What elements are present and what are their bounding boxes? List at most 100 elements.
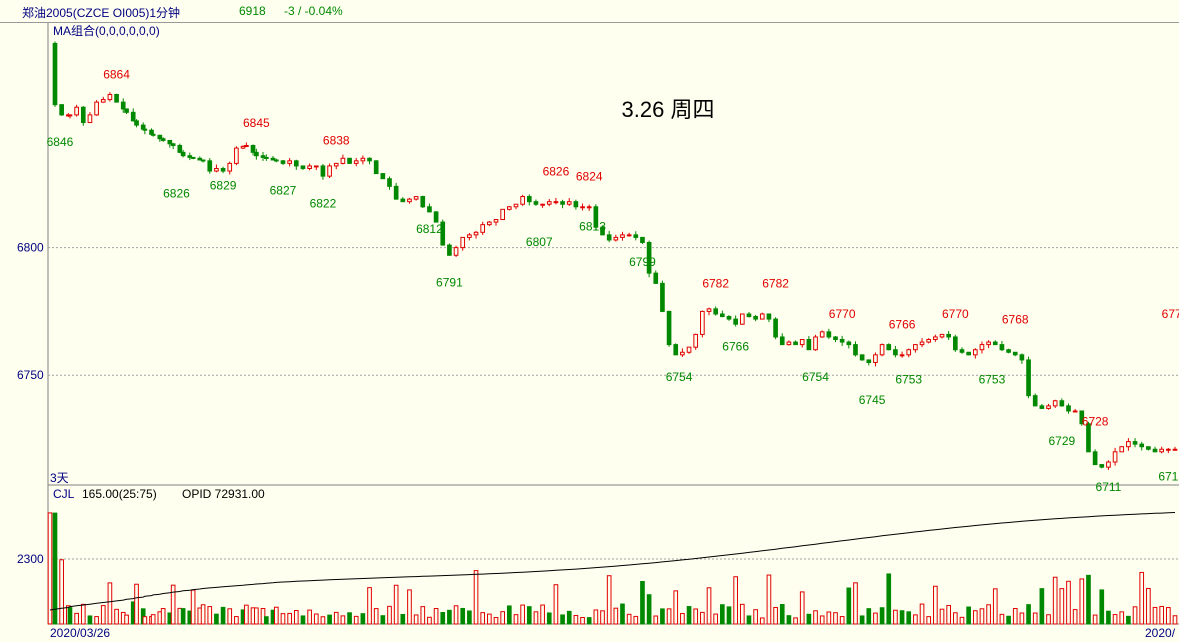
volume-bar [693, 608, 699, 625]
candle-body [87, 114, 93, 124]
candle-body [313, 165, 319, 168]
volume-bar [234, 616, 239, 625]
candle-body [520, 196, 525, 205]
low-label: 6813 [579, 219, 606, 233]
candle-body [130, 111, 136, 122]
volume-bar [786, 615, 792, 625]
candle-body [606, 234, 612, 241]
volume-bar [1166, 607, 1171, 625]
volume-bar [560, 614, 565, 625]
period-label: 3天 [50, 471, 69, 485]
candle-body [500, 208, 505, 221]
price-ytick: 6800 [17, 241, 44, 255]
volume-bar [759, 617, 765, 625]
candle-body [833, 336, 838, 341]
candle-body [1046, 405, 1051, 409]
volume-bar [839, 616, 845, 625]
volume-bar [833, 612, 838, 625]
candle-body [214, 167, 219, 172]
volume-bar [380, 615, 386, 625]
candle-body [933, 336, 938, 341]
candle-body [274, 159, 279, 162]
candle-body [1159, 448, 1165, 453]
candle-body [873, 354, 878, 363]
candle-body [926, 339, 932, 343]
candle-body [666, 310, 672, 346]
volume-bar [666, 608, 672, 625]
volume-bar [1032, 612, 1038, 625]
volume-bar [487, 613, 492, 625]
candle-body [244, 145, 249, 148]
candle-body [893, 349, 898, 356]
candle-body [972, 349, 978, 356]
candle-body [413, 196, 419, 200]
volume-bar [493, 617, 499, 625]
volume-bar [593, 609, 599, 625]
low-label: 6799 [629, 255, 656, 269]
volume-bar [919, 603, 925, 625]
volume-bar [813, 610, 818, 625]
low-label: 6754 [802, 370, 829, 384]
low-label: 6729 [1048, 434, 1075, 448]
low-label: 6812 [416, 222, 443, 236]
volume-bar [453, 605, 459, 625]
volume-bar [899, 610, 905, 625]
candle-body [347, 157, 352, 164]
candle-body [533, 201, 539, 205]
volume-bar [313, 613, 319, 625]
high-label: 6824 [576, 169, 603, 183]
candle-body [360, 157, 366, 162]
candle-body [566, 201, 572, 205]
candle-body [640, 236, 645, 244]
volume-bar [673, 590, 679, 625]
candle-body [120, 101, 126, 110]
candle-body [952, 336, 958, 351]
volume-bar [307, 609, 312, 625]
candle-body [899, 354, 905, 357]
volume-bar [274, 606, 279, 625]
candle-body [1099, 464, 1105, 468]
volume-bar [393, 584, 399, 625]
volume-bar [600, 610, 605, 625]
candle-body [726, 316, 732, 320]
candle-body [586, 206, 592, 209]
candle-body [513, 203, 519, 208]
candle-body [440, 221, 446, 246]
volume-bar [1052, 576, 1058, 625]
volume-bar [190, 589, 196, 625]
candle-body [553, 201, 559, 204]
candle-body [1119, 446, 1125, 453]
volume-bar [706, 587, 712, 625]
low-label: 6822 [310, 196, 337, 210]
candle-body [307, 165, 312, 169]
volume-bar [680, 613, 685, 625]
volume-bar [480, 612, 486, 625]
volume-bar [520, 604, 525, 625]
volume-bar [134, 583, 139, 625]
candle-body [207, 160, 213, 172]
volume-bar [859, 615, 865, 625]
volume-bar [566, 610, 572, 625]
volume-bar [1066, 580, 1071, 625]
volume-bar [244, 604, 249, 625]
candle-body [713, 308, 719, 315]
volume-bar [327, 614, 332, 625]
volume-bar [280, 613, 286, 625]
volume-bar [1019, 612, 1025, 625]
candle-body [427, 206, 432, 213]
candle-body [1126, 441, 1131, 448]
volume-bar [300, 615, 306, 625]
volume-bar [114, 608, 119, 625]
candle-body [100, 99, 106, 103]
volume-bar [766, 574, 772, 625]
low-label: 6753 [895, 373, 922, 387]
volume-bar [214, 613, 219, 625]
volume-bar [67, 607, 73, 625]
volume-bar [926, 616, 932, 625]
candle-body [939, 333, 945, 338]
candle-body [653, 272, 659, 284]
low-label: 6753 [979, 373, 1006, 387]
open-interest-line [49, 512, 1176, 611]
last-price: 6918 [239, 4, 266, 18]
